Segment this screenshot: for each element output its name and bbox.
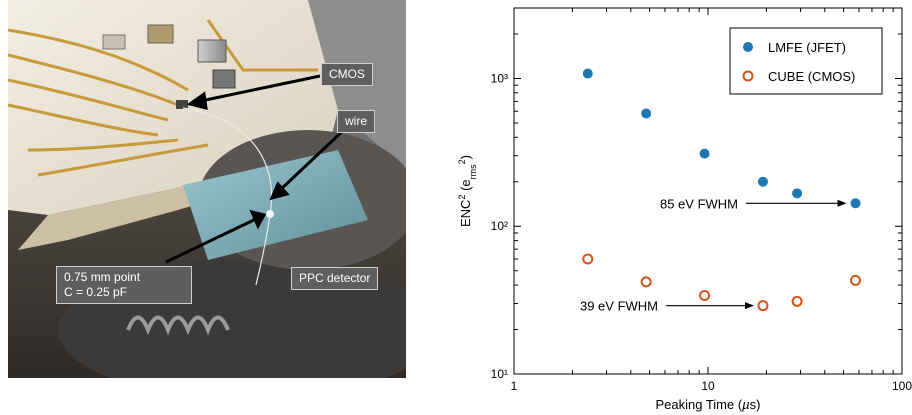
cube-point (582, 253, 594, 265)
lmfe-point (641, 108, 652, 119)
legend: LMFE (JFET) CUBE (CMOS) (729, 27, 883, 95)
x-tick-label: 10 (701, 379, 715, 393)
component-2 (147, 24, 174, 44)
wire-callout: wire (337, 110, 376, 133)
cube-point (640, 276, 652, 288)
cmos-chip (176, 100, 188, 109)
legend-label-lmfe: LMFE (JFET) (768, 40, 846, 55)
cube-point (850, 274, 862, 286)
y-axis-title: ENC2 (erms2) (457, 155, 478, 227)
spring-coil (126, 315, 230, 336)
x-tick-label: 100 (892, 379, 912, 393)
contact-point (266, 210, 274, 218)
detector-photo-illustration (8, 0, 406, 378)
point-callout: 0.75 mm point C = 0.25 pF (56, 266, 192, 304)
fwhm-annotation: 85 eV FWHM (660, 196, 738, 211)
x-tick-label: 1 (511, 379, 518, 393)
legend-label-cube: CUBE (CMOS) (768, 69, 855, 84)
cube-point (699, 289, 711, 301)
bond-wire (182, 107, 273, 286)
annotation-arrowhead (837, 199, 847, 207)
lmfe-point (850, 198, 861, 209)
lmfe-point (699, 148, 710, 159)
detector-photo: CMOS wire 0.75 mm point C = 0.25 pF PPC … (8, 0, 406, 378)
gold-traces (8, 19, 318, 177)
component-1 (102, 34, 126, 50)
lmfe-point (757, 176, 768, 187)
cube-point (791, 295, 803, 307)
lmfe-point (582, 68, 593, 79)
y-tick-label: 10¹ (491, 367, 508, 381)
point-callout-line2: C = 0.25 pF (64, 285, 128, 299)
cube-point (757, 300, 769, 312)
annotation-arrowhead (744, 302, 754, 310)
y-tick-label: 10³ (491, 71, 508, 85)
callout-arrows (165, 74, 350, 264)
legend-marker-cube (742, 70, 754, 82)
enc-chart: 1 10 100 10¹ 10² 10³ 85 eV FWHM 39 eV FWHM LMF… (440, 0, 912, 415)
ppc-callout: PPC detector (291, 267, 379, 290)
x-axis-title: Peaking Time (µs) (655, 397, 760, 412)
cmos-callout: CMOS (321, 63, 373, 86)
y-tick-label: 10² (491, 219, 508, 233)
lmfe-point (792, 188, 803, 199)
chart-svg: 1 10 100 10¹ 10² 10³ 85 eV FWHM 39 eV FWHM LMF… (457, 7, 912, 412)
point-callout-line1: 0.75 mm point (64, 270, 141, 284)
component-3 (197, 39, 227, 63)
fwhm-annotation: 39 eV FWHM (580, 299, 658, 314)
legend-marker-lmfe (743, 42, 753, 52)
